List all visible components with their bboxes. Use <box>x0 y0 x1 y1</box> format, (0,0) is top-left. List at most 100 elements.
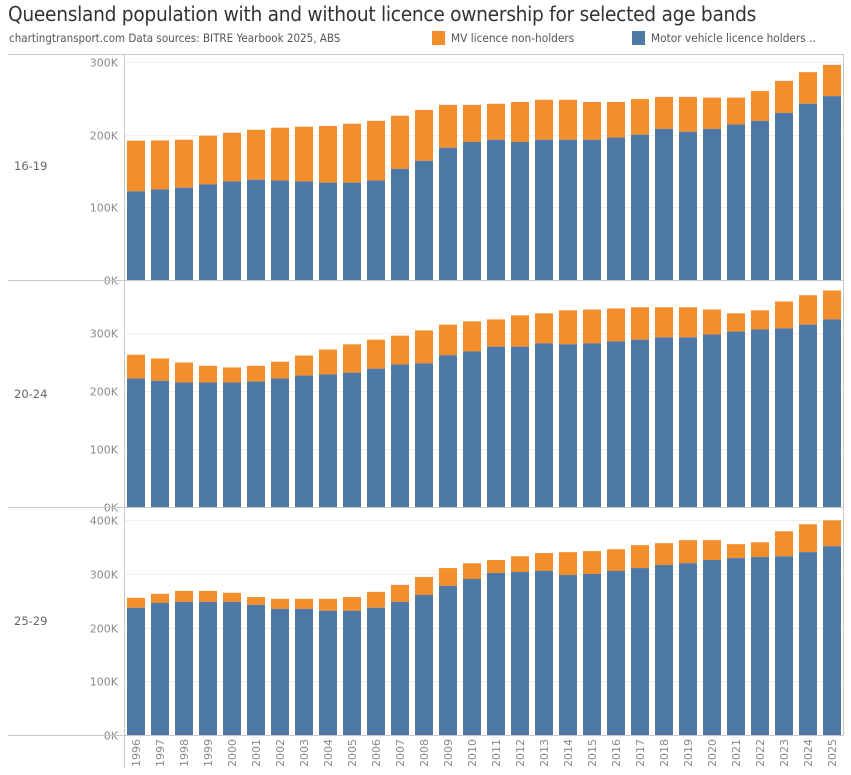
bar-non-holders-20-24-2021[interactable] <box>727 313 745 332</box>
bar-non-holders-25-29-2015[interactable] <box>583 551 601 574</box>
bar-non-holders-16-19-2018[interactable] <box>655 96 673 129</box>
bar-non-holders-25-29-2011[interactable] <box>487 560 505 573</box>
bar-non-holders-20-24-2003[interactable] <box>295 355 313 376</box>
bar-non-holders-20-24-2000[interactable] <box>223 367 241 383</box>
bar-holders-25-29-2010[interactable] <box>463 578 481 735</box>
bar-non-holders-16-19-2020[interactable] <box>703 97 721 129</box>
bar-holders-25-29-2015[interactable] <box>583 573 601 735</box>
bar-non-holders-16-19-1998[interactable] <box>175 139 193 188</box>
bar-holders-25-29-2011[interactable] <box>487 572 505 735</box>
bar-non-holders-20-24-2025[interactable] <box>823 290 841 320</box>
bar-holders-25-29-2023[interactable] <box>775 556 793 735</box>
bar-holders-20-24-2000[interactable] <box>223 382 241 507</box>
bar-holders-25-29-2014[interactable] <box>559 575 577 735</box>
bar-holders-25-29-2009[interactable] <box>439 585 457 735</box>
bar-non-holders-16-19-2013[interactable] <box>535 99 553 140</box>
bar-non-holders-25-29-2022[interactable] <box>751 542 769 558</box>
bar-non-holders-20-24-2019[interactable] <box>679 307 697 338</box>
bar-holders-16-19-2016[interactable] <box>607 137 625 280</box>
bar-non-holders-25-29-2009[interactable] <box>439 568 457 586</box>
bar-holders-25-29-2008[interactable] <box>415 594 433 735</box>
bar-holders-20-24-2008[interactable] <box>415 363 433 507</box>
bar-holders-16-19-2019[interactable] <box>679 131 697 280</box>
bar-non-holders-16-19-2016[interactable] <box>607 101 625 138</box>
bar-holders-25-29-2025[interactable] <box>823 546 841 735</box>
bar-holders-16-19-2000[interactable] <box>223 181 241 280</box>
bar-holders-20-24-2025[interactable] <box>823 319 841 507</box>
bar-holders-25-29-2001[interactable] <box>247 604 265 735</box>
bar-non-holders-16-19-2001[interactable] <box>247 129 265 180</box>
bar-non-holders-20-24-2011[interactable] <box>487 319 505 347</box>
bar-non-holders-16-19-2011[interactable] <box>487 103 505 140</box>
bar-holders-25-29-1999[interactable] <box>199 601 217 735</box>
bar-holders-25-29-2016[interactable] <box>607 570 625 735</box>
bar-non-holders-20-24-2002[interactable] <box>271 361 289 379</box>
bar-holders-25-29-2007[interactable] <box>391 601 409 735</box>
bar-holders-20-24-1999[interactable] <box>199 382 217 507</box>
bar-non-holders-16-19-2025[interactable] <box>823 64 841 97</box>
bar-non-holders-16-19-2008[interactable] <box>415 109 433 161</box>
bar-non-holders-25-29-2006[interactable] <box>367 591 385 608</box>
bar-non-holders-25-29-2014[interactable] <box>559 552 577 576</box>
bar-holders-20-24-2023[interactable] <box>775 328 793 507</box>
bar-holders-16-19-2005[interactable] <box>343 182 361 280</box>
bar-holders-20-24-2010[interactable] <box>463 351 481 507</box>
bar-non-holders-16-19-2004[interactable] <box>319 125 337 183</box>
bar-non-holders-25-29-2007[interactable] <box>391 584 409 602</box>
bar-holders-25-29-1996[interactable] <box>127 607 145 735</box>
legend-item-non-holders[interactable]: MV licence non-holders <box>432 31 585 45</box>
bar-non-holders-16-19-2010[interactable] <box>463 104 481 142</box>
bar-non-holders-25-29-2025[interactable] <box>823 520 841 547</box>
bar-holders-25-29-2019[interactable] <box>679 563 697 735</box>
bar-non-holders-20-24-2006[interactable] <box>367 339 385 369</box>
bar-holders-16-19-1999[interactable] <box>199 184 217 280</box>
bar-holders-16-19-1997[interactable] <box>151 189 169 280</box>
bar-holders-20-24-1997[interactable] <box>151 380 169 507</box>
bar-holders-16-19-2017[interactable] <box>631 134 649 280</box>
bar-holders-16-19-2025[interactable] <box>823 96 841 280</box>
bar-holders-16-19-2018[interactable] <box>655 128 673 280</box>
bar-non-holders-20-24-2023[interactable] <box>775 301 793 329</box>
bar-non-holders-16-19-2007[interactable] <box>391 115 409 169</box>
bar-holders-20-24-2004[interactable] <box>319 374 337 507</box>
bar-holders-16-19-2008[interactable] <box>415 160 433 280</box>
bar-holders-16-19-2014[interactable] <box>559 139 577 280</box>
bar-non-holders-25-29-2017[interactable] <box>631 545 649 569</box>
bar-holders-25-29-2020[interactable] <box>703 560 721 735</box>
bar-holders-20-24-2024[interactable] <box>799 324 817 507</box>
bar-holders-25-29-2018[interactable] <box>655 565 673 735</box>
bar-non-holders-20-24-1999[interactable] <box>199 365 217 383</box>
bar-non-holders-20-24-2004[interactable] <box>319 349 337 375</box>
bar-non-holders-25-29-1997[interactable] <box>151 593 169 603</box>
bar-holders-16-19-2011[interactable] <box>487 139 505 280</box>
bar-non-holders-25-29-2002[interactable] <box>271 598 289 609</box>
bar-non-holders-16-19-2019[interactable] <box>679 96 697 132</box>
bar-holders-20-24-2005[interactable] <box>343 372 361 507</box>
bar-holders-20-24-1998[interactable] <box>175 382 193 507</box>
bar-non-holders-16-19-1997[interactable] <box>151 140 169 190</box>
bar-non-holders-20-24-2007[interactable] <box>391 335 409 365</box>
bar-non-holders-20-24-2009[interactable] <box>439 324 457 356</box>
bar-non-holders-16-19-1996[interactable] <box>127 140 145 192</box>
bar-non-holders-25-29-2013[interactable] <box>535 553 553 571</box>
bar-non-holders-25-29-2005[interactable] <box>343 597 361 611</box>
bar-non-holders-20-24-1996[interactable] <box>127 354 145 379</box>
bar-holders-20-24-2022[interactable] <box>751 329 769 507</box>
bar-holders-20-24-2020[interactable] <box>703 334 721 507</box>
bar-holders-20-24-2011[interactable] <box>487 346 505 507</box>
bar-non-holders-25-29-2004[interactable] <box>319 598 337 611</box>
bar-holders-20-24-2016[interactable] <box>607 341 625 507</box>
bar-non-holders-20-24-2010[interactable] <box>463 321 481 352</box>
bar-holders-20-24-2017[interactable] <box>631 339 649 507</box>
bar-non-holders-20-24-2016[interactable] <box>607 308 625 342</box>
bar-holders-20-24-2002[interactable] <box>271 378 289 507</box>
bar-non-holders-16-19-2005[interactable] <box>343 123 361 183</box>
bar-holders-16-19-1998[interactable] <box>175 187 193 280</box>
bar-holders-16-19-2003[interactable] <box>295 181 313 280</box>
bar-holders-20-24-2013[interactable] <box>535 343 553 507</box>
bar-non-holders-25-29-2024[interactable] <box>799 524 817 553</box>
bar-non-holders-20-24-2008[interactable] <box>415 330 433 364</box>
bar-non-holders-20-24-2015[interactable] <box>583 309 601 344</box>
bar-non-holders-16-19-2022[interactable] <box>751 91 769 121</box>
bar-holders-25-29-2004[interactable] <box>319 610 337 735</box>
